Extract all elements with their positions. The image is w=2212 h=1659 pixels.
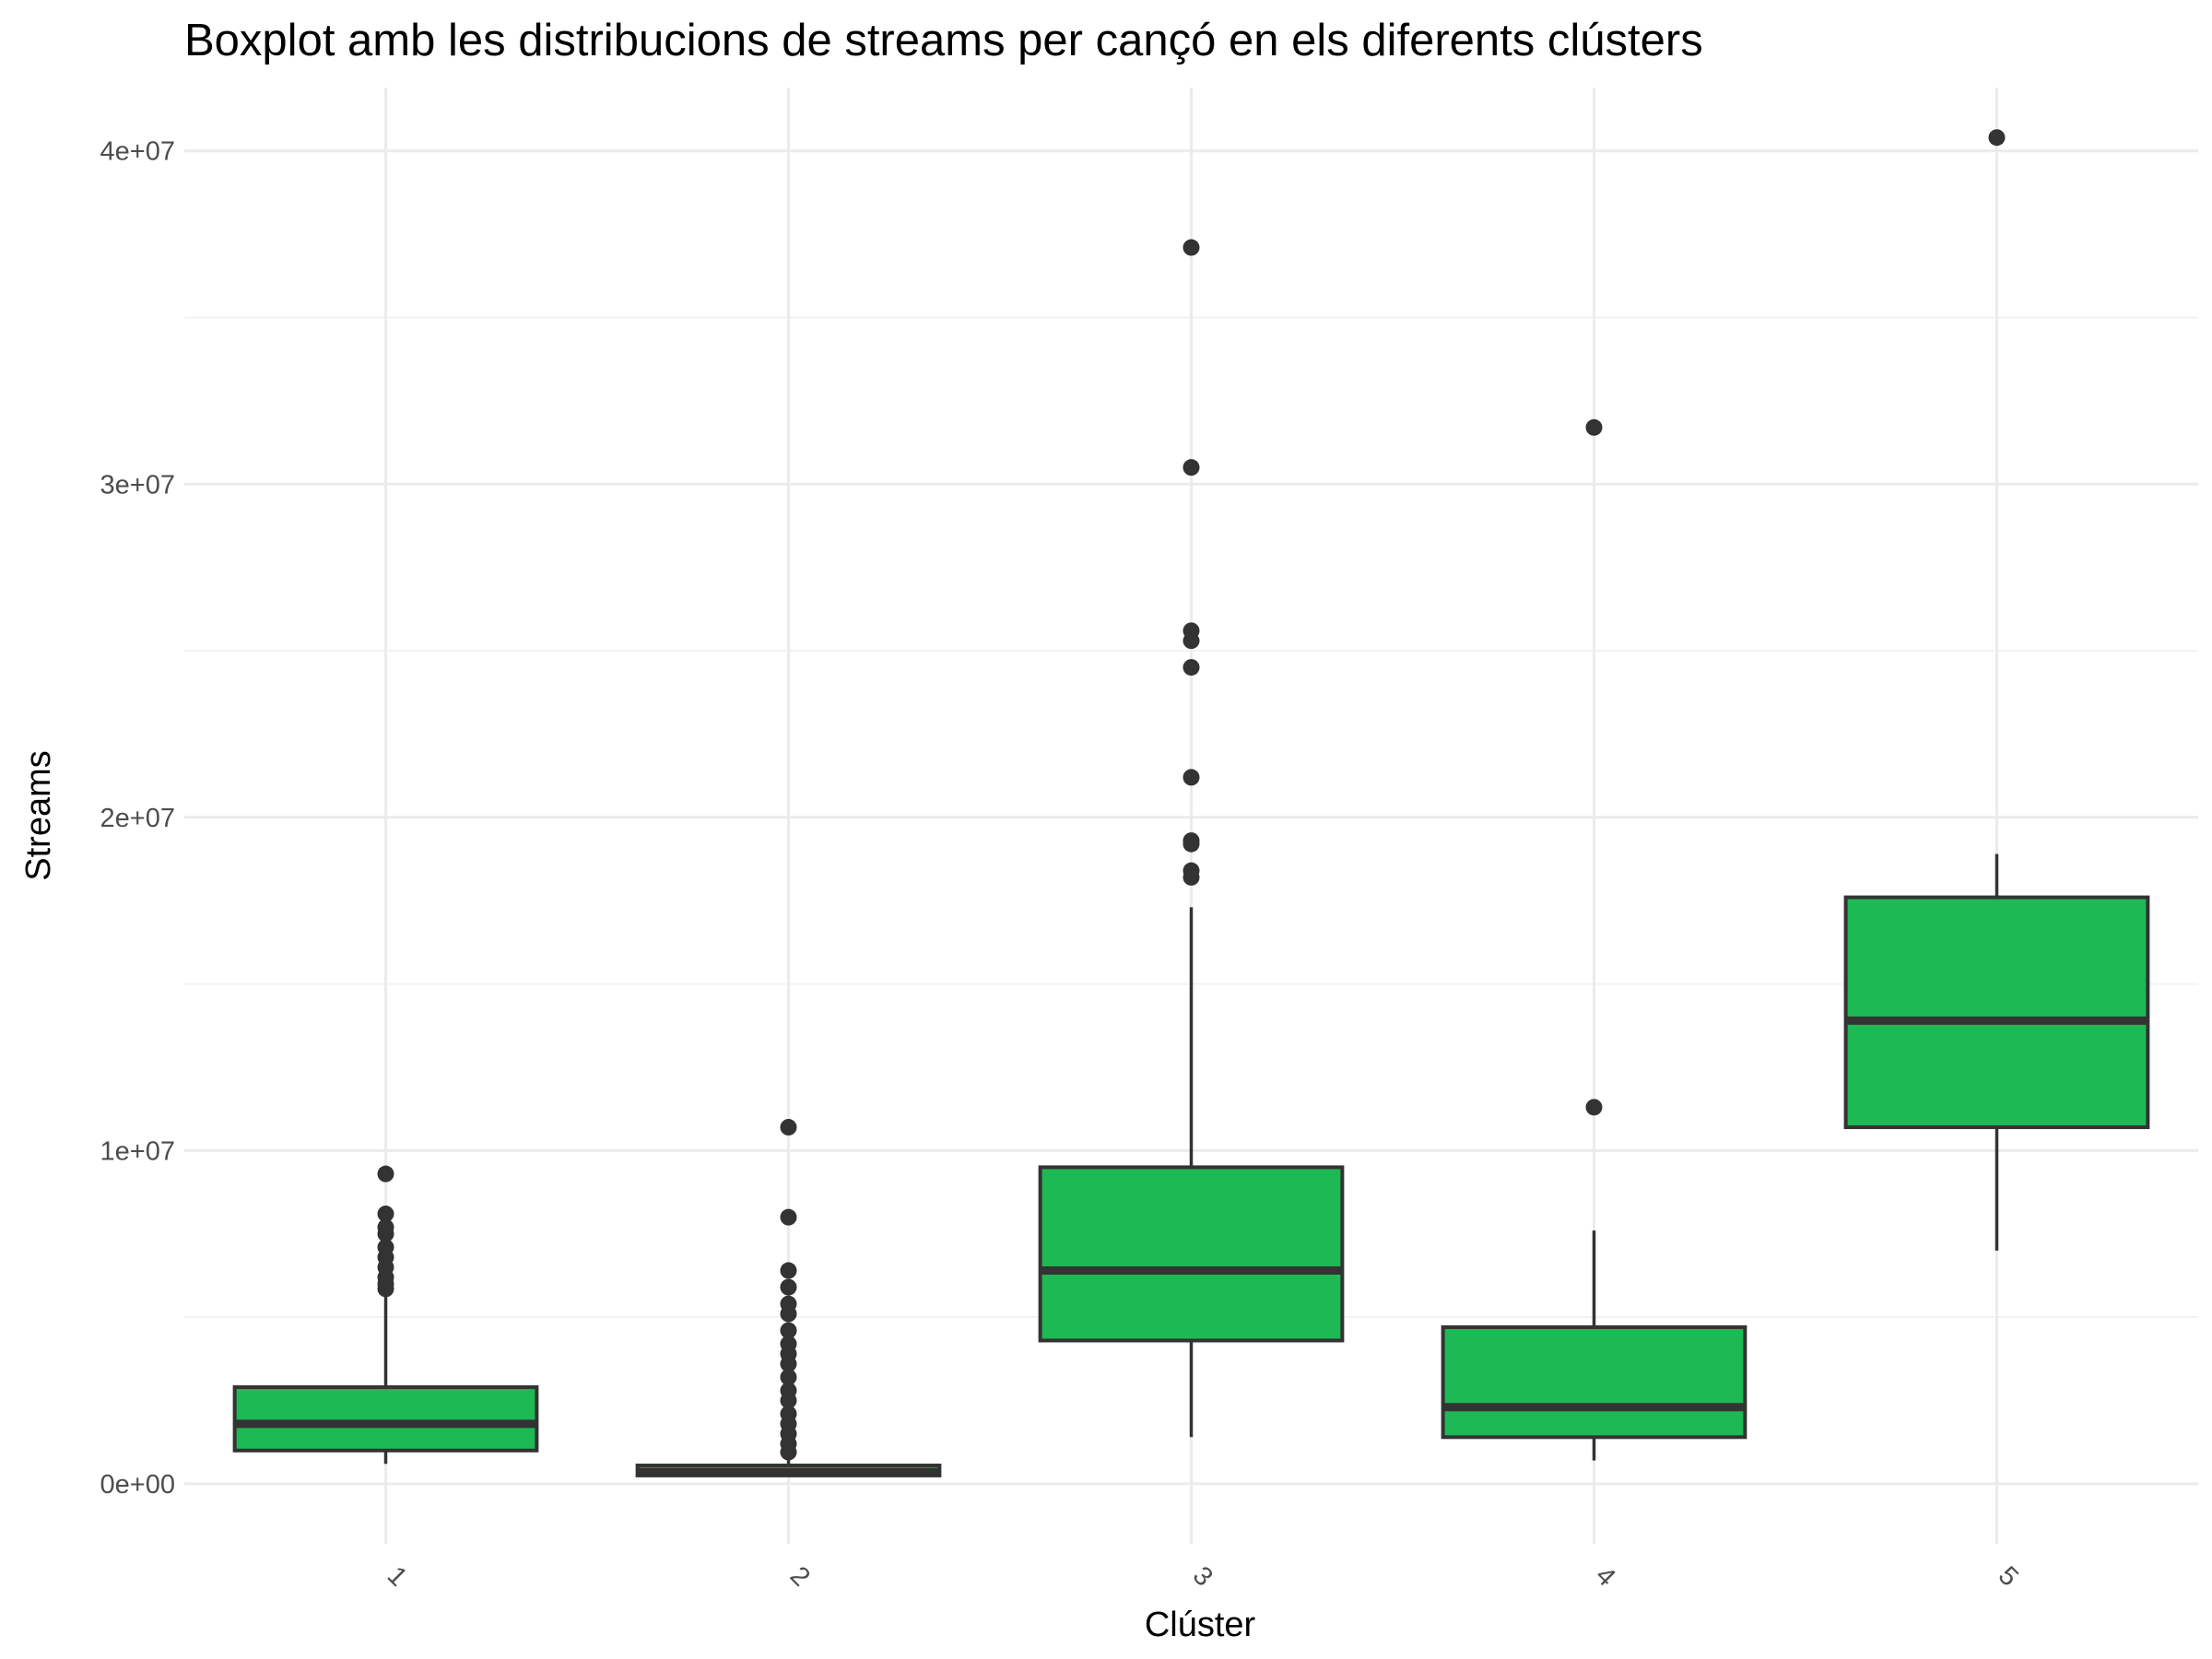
box-group-4 xyxy=(1441,418,1747,1461)
outlier-point xyxy=(1182,459,1200,477)
box-group-2 xyxy=(635,1119,942,1477)
x-axis-title: Clúster xyxy=(1145,1606,1256,1644)
box xyxy=(232,1385,539,1453)
outlier-point xyxy=(1182,659,1200,677)
outlier-point xyxy=(1182,868,1200,886)
outlier-point xyxy=(780,1119,797,1136)
boxes xyxy=(232,129,2150,1477)
box xyxy=(1038,1165,1345,1343)
y-tick-label: 2e+07 xyxy=(100,804,175,833)
outlier-point xyxy=(1182,632,1200,650)
outlier-point xyxy=(377,1165,394,1182)
outlier-point xyxy=(1182,769,1200,786)
outlier-point xyxy=(377,1225,394,1242)
outlier-point xyxy=(780,1355,797,1372)
y-tick-label: 4e+07 xyxy=(100,137,175,167)
outlier-point xyxy=(1585,418,1603,436)
x-tick-label: 3 xyxy=(1187,1561,1218,1593)
outlier-point xyxy=(780,1392,797,1409)
chart-title: Boxplot amb les distribucions de streams… xyxy=(184,16,1703,65)
outlier-point xyxy=(780,1208,797,1226)
outlier-point xyxy=(377,1280,394,1298)
y-tick-label: 3e+07 xyxy=(100,470,175,500)
outlier-point xyxy=(1182,835,1200,853)
box-group-5 xyxy=(1843,129,2150,1251)
outlier-point xyxy=(780,1278,797,1296)
outlier-point xyxy=(1988,129,2006,147)
outlier-point xyxy=(1585,1099,1603,1116)
outlier-point xyxy=(780,1369,797,1386)
x-tick-label: 1 xyxy=(382,1561,413,1593)
y-tick-label: 1e+07 xyxy=(100,1136,175,1166)
outlier-point xyxy=(780,1322,797,1339)
x-tick-label: 5 xyxy=(1993,1561,2024,1593)
box-group-1 xyxy=(232,1165,539,1465)
outlier-point xyxy=(377,1206,394,1223)
outlier-point xyxy=(780,1305,797,1323)
box xyxy=(1843,895,2150,1130)
y-axis-title: Streams xyxy=(19,750,58,880)
box-group-3 xyxy=(1038,239,1345,1438)
y-tick-label: 0e+00 xyxy=(100,1470,175,1500)
x-tick-label: 4 xyxy=(1590,1561,1621,1593)
box xyxy=(1441,1324,1747,1440)
outlier-point xyxy=(780,1262,797,1279)
x-tick-label: 2 xyxy=(784,1561,816,1593)
outlier-point xyxy=(780,1443,797,1461)
outlier-point xyxy=(1182,239,1200,256)
